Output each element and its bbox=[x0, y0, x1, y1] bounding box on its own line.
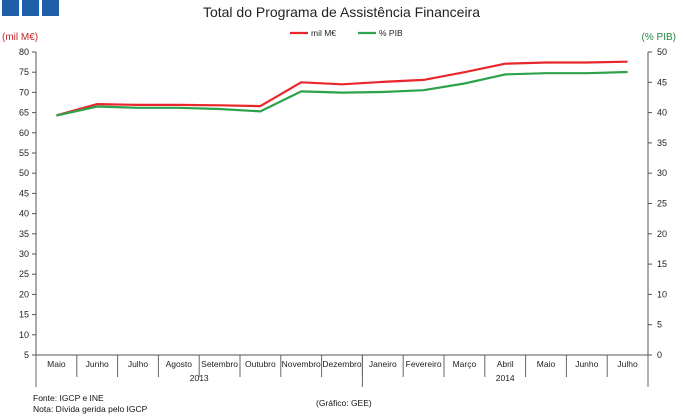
left-tick-label: 15 bbox=[19, 310, 29, 320]
x-tick-label: Janeiro bbox=[369, 359, 397, 369]
right-tick-label: 25 bbox=[657, 199, 667, 209]
x-tick-label: Março bbox=[453, 359, 477, 369]
right-tick-label: 10 bbox=[657, 289, 667, 299]
left-tick-label: 10 bbox=[19, 330, 29, 340]
right-tick-label: 50 bbox=[657, 47, 667, 57]
left-tick-label: 50 bbox=[19, 168, 29, 178]
x-tick-label: Dezembro bbox=[322, 359, 361, 369]
x-tick-label: Outubro bbox=[245, 359, 276, 369]
right-tick-label: 20 bbox=[657, 229, 667, 239]
x-tick-label: Abril bbox=[497, 359, 514, 369]
series-line-pct-pib bbox=[56, 70, 628, 117]
x-tick-label: Junho bbox=[575, 359, 598, 369]
header-block-3 bbox=[42, 0, 59, 16]
footer-source: Fonte: IGCP e INE bbox=[33, 393, 104, 403]
right-tick-label: 15 bbox=[657, 259, 667, 269]
footer-note: Nota: Dívida gerida pelo IGCP bbox=[33, 404, 148, 414]
series-line-mil-meur bbox=[56, 60, 628, 117]
x-tick-label: Julho bbox=[617, 359, 638, 369]
left-tick-label: 30 bbox=[19, 249, 29, 259]
left-tick-label: 65 bbox=[19, 108, 29, 118]
x-tick-label: Agosto bbox=[166, 359, 193, 369]
x-tick-label: Novembro bbox=[282, 359, 321, 369]
right-tick-label: 0 bbox=[657, 350, 662, 360]
left-tick-label: 25 bbox=[19, 269, 29, 279]
left-tick-label: 80 bbox=[19, 47, 29, 57]
right-tick-label: 30 bbox=[657, 168, 667, 178]
x-tick-label: Julho bbox=[128, 359, 149, 369]
header-block-2 bbox=[22, 0, 39, 16]
year-label: 2013 bbox=[190, 373, 209, 383]
right-tick-label: 40 bbox=[657, 108, 667, 118]
left-axis-label: (mil M€) bbox=[2, 32, 38, 43]
left-tick-label: 5 bbox=[24, 350, 29, 360]
left-tick-label: 35 bbox=[19, 229, 29, 239]
x-tick-label: Fevereiro bbox=[406, 359, 442, 369]
footer-credit: (Gráfico: GEE) bbox=[316, 398, 372, 408]
left-tick-label: 40 bbox=[19, 209, 29, 219]
chart-title: Total do Programa de Assistência Finance… bbox=[202, 4, 481, 20]
left-tick-label: 60 bbox=[19, 128, 29, 138]
right-tick-label: 35 bbox=[657, 138, 667, 148]
left-tick-label: 20 bbox=[19, 289, 29, 299]
legend-label: mil M€ bbox=[311, 28, 336, 38]
x-tick-label: Junho bbox=[86, 359, 109, 369]
x-tick-label: Maio bbox=[537, 359, 556, 369]
x-tick-label: Maio bbox=[47, 359, 66, 369]
right-tick-label: 5 bbox=[657, 320, 662, 330]
year-label: 2014 bbox=[496, 373, 515, 383]
left-tick-label: 55 bbox=[19, 148, 29, 158]
left-tick-label: 75 bbox=[19, 67, 29, 77]
left-tick-label: 70 bbox=[19, 87, 29, 97]
legend-label: % PIB bbox=[379, 28, 403, 38]
right-axis-label: (% PIB) bbox=[642, 32, 676, 43]
header-block-1 bbox=[2, 0, 19, 16]
x-tick-label: Setembro bbox=[201, 359, 238, 369]
right-tick-label: 45 bbox=[657, 77, 667, 87]
left-tick-label: 45 bbox=[19, 188, 29, 198]
